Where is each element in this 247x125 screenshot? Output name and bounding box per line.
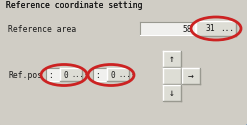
Bar [163,68,181,84]
Bar [140,22,195,35]
Text: ...: ... [71,72,84,78]
Text: →: → [188,71,194,81]
Text: Reference coordinate setting: Reference coordinate setting [6,2,143,11]
Text: ...: ... [118,72,131,78]
Text: 58: 58 [182,24,192,34]
Text: -: - [85,70,88,80]
Text: :: : [48,70,53,80]
Text: ↑: ↑ [169,54,175,64]
Bar [60,68,82,81]
Text: Ref.pos: Ref.pos [8,70,42,80]
Text: ↓: ↓ [169,88,175,98]
Bar [182,68,200,84]
Bar [93,68,107,81]
Text: :: : [95,70,100,80]
Bar [163,51,181,67]
Text: 0: 0 [110,70,115,80]
Text: 0: 0 [63,70,68,80]
Text: 31: 31 [206,24,216,33]
Text: Reference coordinate setting: Reference coordinate setting [6,2,143,11]
Bar [196,21,236,36]
Bar [5,0,150,8]
Text: Reference area: Reference area [8,24,76,34]
Text: -: - [132,70,135,80]
Bar [46,68,60,81]
Bar [107,68,129,81]
Bar [163,85,181,101]
Text: ...: ... [220,24,234,33]
